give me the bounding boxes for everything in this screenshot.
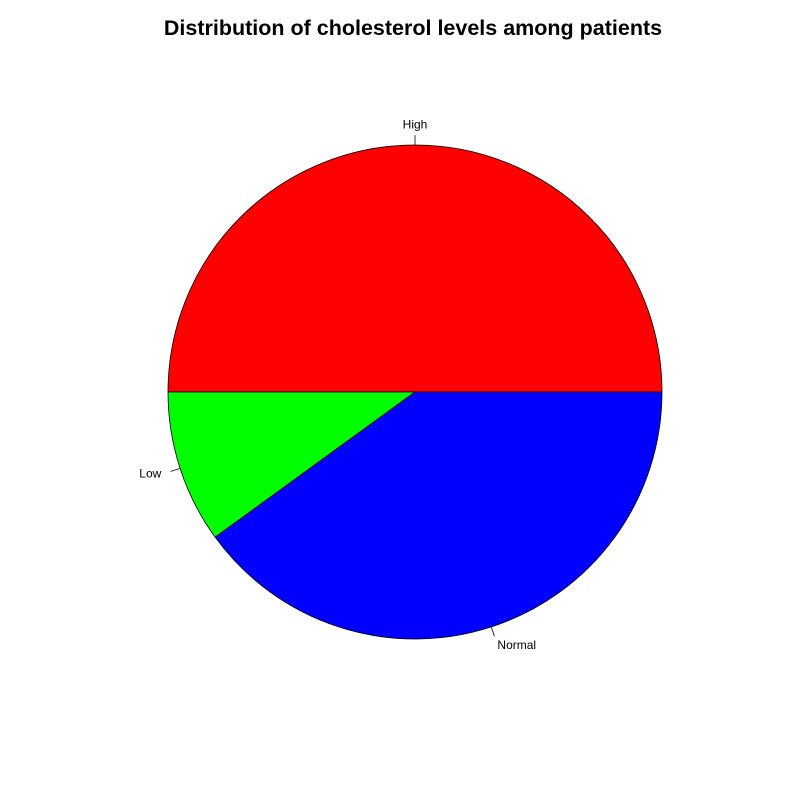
chart-title: Distribution of cholesterol levels among… [163,16,663,40]
pie-slice-low [167,391,417,538]
pie-label-low: Low [139,467,161,481]
pie-slices [167,144,663,640]
pie-slice-normal [214,391,663,640]
pie-slice-high [167,144,663,393]
pie-label-tick-low [170,467,181,472]
pie-label-high: High [403,117,428,131]
pie-label-normal: Normal [497,638,536,652]
pie-labels: High Low Normal [139,117,536,651]
pie-label-tick-normal [490,626,495,637]
